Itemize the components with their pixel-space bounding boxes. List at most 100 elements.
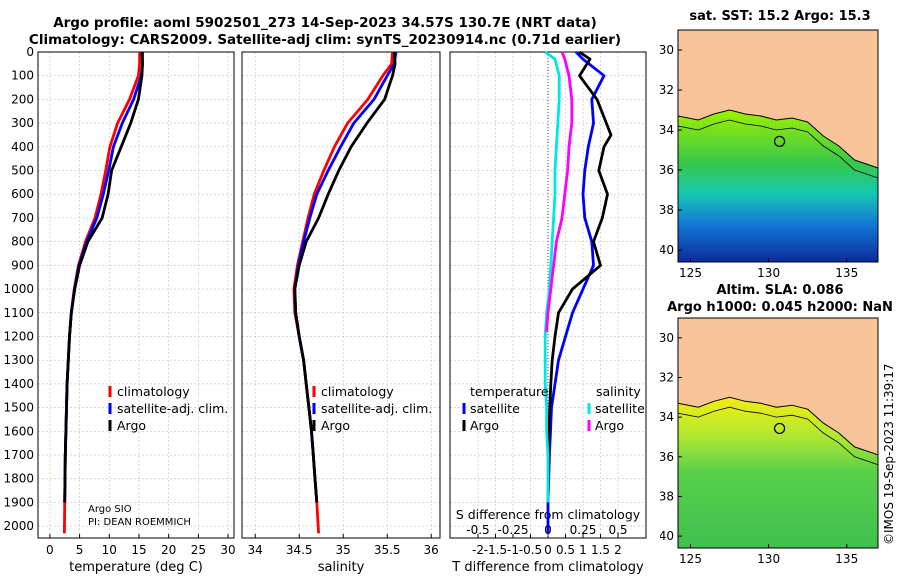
depth-tick-label: 400 — [11, 140, 34, 154]
depth-tick-label: 700 — [11, 211, 34, 225]
s-tick-label: -0.25 — [497, 523, 528, 537]
x-tick-label: 30 — [220, 543, 235, 557]
depth-tick-label: 500 — [11, 164, 34, 178]
lat-tick-label: -36 — [660, 163, 674, 177]
argo-position-marker — [773, 422, 786, 435]
shelf-contour — [677, 406, 879, 466]
series-line-salinity-satellite — [543, 50, 561, 503]
legend-label-satellite: satellite-adj. clim. — [321, 401, 432, 416]
legend-label-t-satellite: satellite — [470, 401, 520, 416]
sla-map-title-line1: Altim. SLA: 0.086 — [716, 283, 844, 298]
x-tick-label: -1.5 — [484, 543, 507, 557]
legend-label-s-satellite: satellite — [595, 401, 645, 416]
lat-tick-label: -38 — [660, 203, 674, 217]
lon-tick-label: 135 — [835, 266, 858, 280]
legend-label-argo: Argo — [321, 418, 350, 433]
float-note-line1: Argo SIO — [88, 504, 132, 515]
series-line-satellite-adj-clim- — [293, 51, 398, 503]
depth-tick-label: 1400 — [3, 377, 34, 391]
depth-tick-label: 800 — [11, 235, 34, 249]
depth-tick-label: 1200 — [3, 329, 34, 343]
depth-tick-label: 1300 — [3, 353, 34, 367]
series-line-salinity-argo — [545, 51, 574, 332]
depth-tick-label: 600 — [11, 187, 34, 201]
lon-tick-label: 135 — [835, 552, 858, 566]
depth-tick-label: 2000 — [3, 519, 34, 533]
legend-label-argo: Argo — [117, 418, 146, 433]
x-tick-label: 35 — [336, 543, 351, 557]
figure-title-line2: Climatology: CARS2009. Satellite-adj cli… — [28, 32, 622, 48]
credit-timestamp: ©IMOS 19-Sep-2023 11:39:17 — [882, 363, 896, 545]
depth-tick-label: 1500 — [3, 401, 34, 415]
legend-label-climatology: climatology — [117, 384, 190, 399]
x-tick-label: 5 — [76, 543, 84, 557]
shelf-contour — [677, 119, 879, 179]
x-tick-label: 10 — [102, 543, 117, 557]
x-tick-label: 1.5 — [591, 543, 610, 557]
series-line-temperature-argo — [546, 50, 613, 503]
depth-tick-label: 1000 — [3, 282, 34, 296]
legend-label-s-argo: Argo — [595, 418, 624, 433]
ocean-field — [678, 397, 878, 548]
x-tick-label: -2 — [472, 543, 484, 557]
x-tick-label: 25 — [191, 543, 206, 557]
map-frame — [677, 317, 879, 549]
float-note-line2: PI: DEAN ROEMMICH — [88, 517, 191, 528]
lat-tick-label: -32 — [660, 83, 674, 97]
lat-tick-label: -36 — [660, 450, 674, 464]
legend-label-climatology: climatology — [321, 384, 394, 399]
ocean-field — [678, 110, 878, 262]
x-tick-label: 2 — [614, 543, 622, 557]
lon-tick-label: 125 — [679, 266, 702, 280]
lat-tick-label: -32 — [660, 370, 674, 384]
x-tick-label: 34.5 — [286, 543, 313, 557]
coastline — [677, 396, 879, 456]
x-tick-label: 1 — [579, 543, 587, 557]
depth-tick-label: 1800 — [3, 472, 34, 486]
lat-tick-label: -30 — [660, 331, 674, 345]
lat-tick-label: -40 — [660, 243, 674, 257]
lat-tick-label: -34 — [660, 123, 674, 137]
panel-salinity: 34 34.5 35 35.5 36 salinity climatology satelli… — [241, 51, 441, 575]
legend-title-salinity: salinity — [596, 384, 641, 399]
x-tick-label: 0.5 — [556, 543, 575, 557]
x-tick-label: 35.5 — [374, 543, 401, 557]
x-tick-label: -1 — [507, 543, 519, 557]
map-sla: -30 -32 -34 -36 -38 -40 125 130 135 — [660, 317, 879, 566]
axes-frame — [37, 51, 235, 539]
depth-tick-label: 1100 — [3, 306, 34, 320]
x-tick-label: -0.5 — [519, 543, 542, 557]
panel-temperature: 0100200300400500600700800900100011001200… — [3, 45, 235, 575]
depth-tick-label: 1900 — [3, 495, 34, 509]
depth-tick-label: 100 — [11, 69, 34, 83]
x-tick-label: 34 — [248, 543, 263, 557]
panel-difference: -2 -1.5 -1 -0.5 0 0.5 1 1.5 2T difference from c… — [449, 50, 647, 575]
depth-tick-label: 300 — [11, 116, 34, 130]
depth-tick-label: 1700 — [3, 448, 34, 462]
series-line-argo — [63, 51, 144, 503]
s-tick-label: 0.25 — [570, 523, 597, 537]
depth-tick-label: 900 — [11, 258, 34, 272]
lon-tick-label: 130 — [757, 266, 780, 280]
lat-tick-label: -40 — [660, 529, 674, 543]
lat-tick-label: -34 — [660, 410, 674, 424]
s-tick-label: -0.5 — [466, 523, 489, 537]
lat-tick-label: -30 — [660, 43, 674, 57]
s-tick-label: 0.5 — [608, 523, 627, 537]
lon-tick-label: 125 — [679, 552, 702, 566]
lat-tick-label: -38 — [660, 489, 674, 503]
map-frame — [677, 29, 879, 263]
x-tick-label: 36 — [424, 543, 439, 557]
sla-map-title-line2: Argo h1000: 0.045 h2000: NaN — [667, 300, 893, 315]
x-tick-label: 0 — [46, 543, 54, 557]
depth-tick-label: 0 — [26, 45, 34, 59]
argo-maps: -30-32-34-36-38-40125130135-30-32-34-36-… — [660, 29, 879, 566]
x-tick-label: 15 — [131, 543, 146, 557]
depth-tick-label: 1600 — [3, 424, 34, 438]
lon-tick-label: 130 — [757, 552, 780, 566]
figure-title-line1: Argo profile: aoml 5902501_273 14-Sep-20… — [53, 15, 597, 31]
legend-label-t-argo: Argo — [470, 418, 499, 433]
axes-frame — [241, 51, 441, 539]
legend-title-temperature: temperature — [470, 384, 549, 399]
series-line-argo — [293, 51, 397, 503]
